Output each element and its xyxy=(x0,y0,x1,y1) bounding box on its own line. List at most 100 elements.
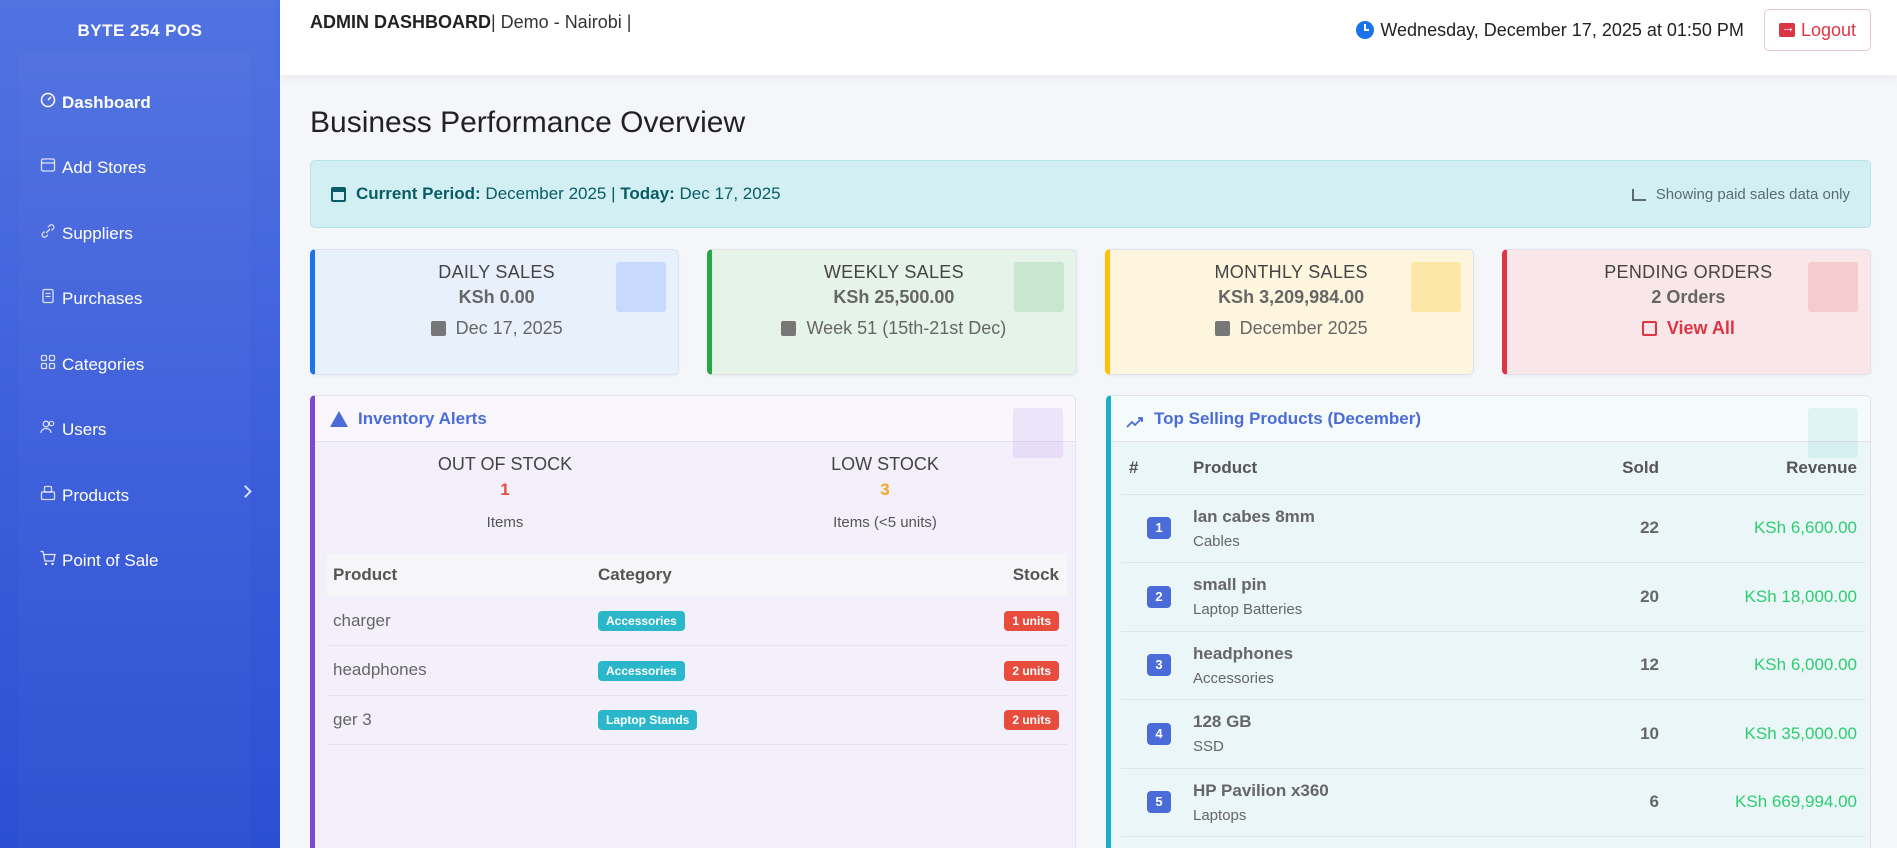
today-label: Today: xyxy=(620,184,675,203)
category-badge: Accessories xyxy=(598,660,685,681)
sidebar-item-label: Categories xyxy=(62,354,145,374)
sidebar-item-add-stores[interactable]: Add Stores xyxy=(0,136,280,202)
summary-sub: Items (<5 units) xyxy=(833,514,937,531)
table-row: 1 lan cabes 8mm Cables 22 KSh 6,600.00 xyxy=(1121,494,1865,563)
weekly-sales-card: WEEKLY SALES KSh 25,500.00 Week 51 (15th… xyxy=(707,249,1077,375)
trophy-icon xyxy=(1808,408,1858,458)
inventory-table: Product Category Stock charger Accessori… xyxy=(327,554,1067,745)
stat-sub: December 2025 xyxy=(1110,318,1473,339)
revenue-cell: KSh 6,600.00 xyxy=(1663,494,1865,563)
product-category: Cables xyxy=(1193,532,1240,550)
column-header: Revenue xyxy=(1663,442,1865,495)
top-selling-panel: Top Selling Products (December) # Produc… xyxy=(1106,395,1871,848)
category-cell: Laptop Stands xyxy=(592,695,912,745)
sidebar-item-products[interactable]: Products xyxy=(0,463,280,529)
product-cell: small pin Laptop Batteries xyxy=(1193,562,1563,632)
hourglass-icon xyxy=(1808,262,1858,312)
panel-title: Inventory Alerts xyxy=(358,408,487,428)
stat-label: DAILY SALES xyxy=(438,262,555,282)
sidebar-item-point-of-sale[interactable]: Point of Sale xyxy=(0,529,280,595)
summary-label: LOW STOCK xyxy=(831,454,939,474)
sidebar-item-users[interactable]: Users xyxy=(0,398,280,464)
table-row: 3 headphones Accessories 12 KSh 6,000.00 xyxy=(1121,631,1865,700)
store-location: | Demo - Nairobi | xyxy=(491,12,632,32)
current-period-value: December 2025 xyxy=(485,184,607,203)
pending-orders-card: PENDING ORDERS 2 Orders View All xyxy=(1501,249,1871,375)
calendar-icon xyxy=(781,321,797,336)
stat-sub-text: Dec 17, 2025 xyxy=(455,318,563,338)
current-period-label: Current Period: xyxy=(356,184,481,203)
rank-badge: 1 xyxy=(1147,517,1171,540)
sidebar-item-dashboard[interactable]: Dashboard xyxy=(0,70,280,136)
rank-cell: 3 xyxy=(1121,631,1193,700)
revenue-cell: KSh 18,000.00 xyxy=(1663,562,1865,632)
column-header: Category xyxy=(592,554,912,596)
stock-cell: 2 units xyxy=(912,695,1067,745)
dashboard-icon xyxy=(40,92,56,108)
stock-cell: 2 units xyxy=(912,645,1067,696)
main-content: Business Performance Overview Current Pe… xyxy=(310,75,1871,848)
sidebar-item-label: Users xyxy=(62,420,107,440)
period-separator: | xyxy=(611,184,616,203)
low-stock-summary: LOW STOCK 3 Items (<5 units) xyxy=(695,442,1075,554)
sidebar-item-categories[interactable]: Categories xyxy=(0,332,280,398)
product-name: headphones xyxy=(1193,643,1294,663)
stat-sub-text: December 2025 xyxy=(1239,318,1368,338)
inventory-alerts-panel: Inventory Alerts OUT OF STOCK 1 Items LO… xyxy=(310,395,1076,848)
table-row: 4 128 GB SSD 10 KSh 35,000.00 xyxy=(1121,699,1865,769)
sidebar-item-suppliers[interactable]: Suppliers xyxy=(0,201,280,267)
stock-badge: 2 units xyxy=(1004,660,1059,681)
product-category: SSD xyxy=(1193,738,1224,756)
rank-badge: 5 xyxy=(1147,791,1171,814)
page-title: Business Performance Overview xyxy=(310,106,746,139)
column-header: Product xyxy=(1193,442,1563,495)
calendar-icon xyxy=(331,186,346,202)
chevron-right-icon xyxy=(239,485,252,498)
product-category: Accessories xyxy=(1193,669,1274,687)
table-row: 2 small pin Laptop Batteries 20 KSh 18,00… xyxy=(1121,562,1865,632)
logout-label: Logout xyxy=(1800,19,1856,40)
users-icon xyxy=(40,419,56,435)
stats-row: DAILY SALES KSh 0.00 Dec 17, 2025 WEEKLY… xyxy=(310,249,1871,375)
sidebar-item-label: Add Stores xyxy=(62,158,147,178)
money-icon xyxy=(1410,262,1461,312)
stat-value: KSh 3,209,984.00 xyxy=(1218,287,1365,307)
stat-label: MONTHLY SALES xyxy=(1214,262,1368,282)
logout-button[interactable]: Logout xyxy=(1763,9,1871,51)
revenue-cell: KSh 669,994.00 xyxy=(1663,768,1865,837)
stock-summary: OUT OF STOCK 1 Items LOW STOCK 3 Items (… xyxy=(315,442,1075,554)
product-cell: 128 GB SSD xyxy=(1193,699,1563,769)
product-cell: headphones Accessories xyxy=(1193,631,1563,700)
calendar-icon xyxy=(1214,321,1230,336)
product-name: small pin xyxy=(1193,575,1267,595)
product-cell: charger xyxy=(327,596,592,646)
summary-count: 3 xyxy=(880,480,890,499)
rank-badge: 4 xyxy=(1147,722,1171,745)
view-all-label: View All xyxy=(1666,318,1735,338)
sidebar-nav: Dashboard Add Stores Suppliers Purchases… xyxy=(0,70,280,594)
table-row: headphones Accessories 2 units xyxy=(327,645,1067,696)
cart-icon xyxy=(40,550,56,566)
view-all-link[interactable]: View All xyxy=(1507,318,1870,339)
box-icon xyxy=(40,485,56,501)
category-badge: Laptop Stands xyxy=(598,710,698,731)
out-of-stock-summary: OUT OF STOCK 1 Items xyxy=(315,442,695,554)
monthly-sales-card: MONTHLY SALES KSh 3,209,984.00 December … xyxy=(1104,249,1474,375)
stat-value: KSh 25,500.00 xyxy=(833,287,955,307)
table-row: charger Accessories 1 units xyxy=(327,596,1067,646)
external-link-icon xyxy=(1641,321,1657,336)
category-badge: Accessories xyxy=(598,611,685,631)
product-category: Laptop Batteries xyxy=(1193,601,1303,619)
column-header: Product xyxy=(327,554,592,596)
store-icon xyxy=(40,157,56,173)
column-header: Sold xyxy=(1563,442,1663,495)
sidebar-item-label: Point of Sale xyxy=(62,551,159,571)
product-cell: headphones xyxy=(327,645,592,696)
sidebar: BYTE 254 POS Dashboard Add Stores Suppli… xyxy=(0,0,280,848)
rank-badge: 3 xyxy=(1147,654,1171,677)
sidebar-item-purchases[interactable]: Purchases xyxy=(0,267,280,333)
sold-cell: 12 xyxy=(1563,631,1663,700)
trend-up-icon xyxy=(1126,413,1144,428)
cash-register-icon xyxy=(616,262,667,312)
stat-value: KSh 0.00 xyxy=(458,287,535,307)
